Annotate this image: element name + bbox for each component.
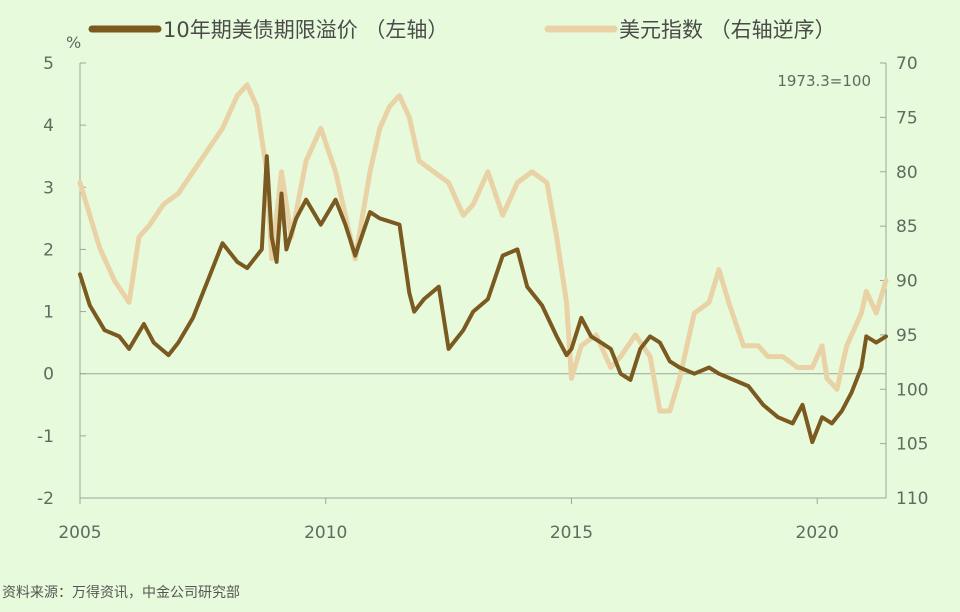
y-right-tick-label: 85 [896, 217, 918, 237]
y-right-tick-label: 105 [896, 435, 928, 455]
y-left-tick-label: 2 [43, 240, 54, 260]
x-ticks: 2005 2010 2015 2020 [58, 498, 839, 543]
x-tick-label: 2015 [550, 523, 593, 543]
y-left-ticks: 5 4 3 2 1 0 -1 -2 [37, 54, 86, 509]
y-left-tick-label: 3 [43, 178, 54, 198]
source-note: 资料来源：万得资讯，中金公司研究部 [2, 585, 240, 601]
y-left-tick-label: 5 [43, 54, 54, 74]
y-right-tick-label: 70 [896, 54, 918, 74]
y-left-tick-label: 4 [43, 116, 54, 136]
x-tick-label: 2005 [58, 523, 101, 543]
series-line-term-premium [78, 154, 888, 445]
base-note: 1973.3=100 [777, 72, 871, 90]
y-right-tick-label: 110 [896, 489, 928, 509]
series-line-dollar-index [77, 82, 889, 414]
series-group [77, 82, 889, 445]
y-right-tick-label: 75 [896, 108, 918, 128]
y-right-tick-label: 80 [896, 163, 918, 183]
y-left-tick-label: -2 [37, 489, 54, 509]
y-left-tick-label: -1 [37, 427, 54, 447]
y-right-ticks: 70 75 80 85 90 95 100 105 110 [880, 54, 928, 509]
left-axis-unit: % [66, 33, 81, 52]
y-right-tick-label: 95 [896, 326, 918, 346]
y-right-tick-label: 100 [896, 380, 928, 400]
y-right-tick-label: 90 [896, 272, 918, 292]
legend: 10年期美债期限溢价 （左轴） 美元指数 （右轴逆序） [88, 18, 836, 42]
y-left-tick-label: 1 [43, 303, 54, 323]
y-left-tick-label: 0 [43, 365, 54, 385]
legend-label-term-premium: 10年期美债期限溢价 （左轴） [163, 18, 448, 42]
legend-label-dollar-index: 美元指数 （右轴逆序） [619, 18, 836, 42]
x-tick-label: 2010 [304, 523, 347, 543]
x-tick-label: 2020 [796, 523, 839, 543]
